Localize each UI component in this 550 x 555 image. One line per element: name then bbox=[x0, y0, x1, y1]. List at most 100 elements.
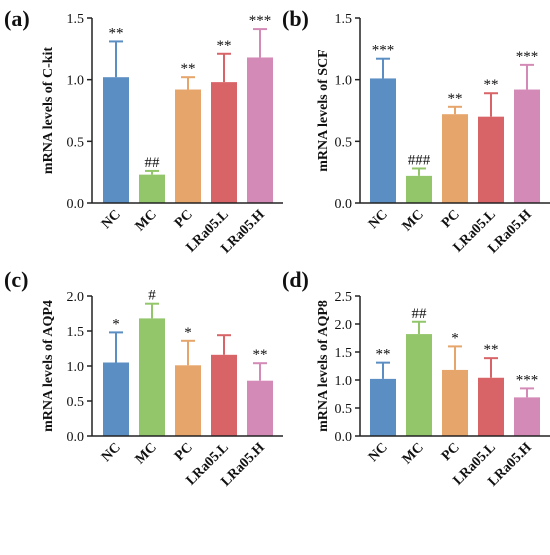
panel-letter: (d) bbox=[282, 267, 309, 292]
significance-mark: *** bbox=[516, 372, 539, 388]
y-axis-label: mRNA levels of C-kit bbox=[41, 47, 56, 174]
error-bar bbox=[253, 28, 267, 58]
error-bar bbox=[145, 302, 159, 319]
significance-mark: ## bbox=[412, 306, 428, 322]
y-axis-label: mRNA levels of AQP8 bbox=[316, 300, 331, 432]
bar bbox=[247, 57, 273, 203]
error-bar bbox=[376, 57, 390, 79]
y-tick-label: 1.0 bbox=[335, 74, 353, 89]
bar bbox=[370, 378, 396, 436]
category-label: MC bbox=[400, 440, 427, 467]
panel-letter: (c) bbox=[4, 267, 28, 292]
bar bbox=[139, 174, 165, 203]
y-tick-label: 2.5 bbox=[335, 290, 353, 305]
bar bbox=[514, 397, 540, 436]
error-bar bbox=[181, 76, 195, 90]
y-tick-label: 0.5 bbox=[335, 135, 353, 150]
significance-mark: # bbox=[148, 288, 156, 304]
bar bbox=[211, 354, 237, 436]
bar bbox=[478, 116, 504, 203]
error-bar bbox=[448, 105, 462, 115]
significance-mark: ** bbox=[109, 25, 124, 41]
y-tick-label: 1.5 bbox=[67, 12, 85, 27]
category-label: NC bbox=[366, 440, 391, 465]
y-tick-label: 1.5 bbox=[67, 325, 85, 340]
significance-mark: * bbox=[451, 330, 459, 346]
y-tick-label: 0.5 bbox=[335, 402, 353, 417]
error-bar bbox=[217, 334, 231, 355]
category-label: PC bbox=[439, 440, 463, 464]
error-bar bbox=[448, 345, 462, 370]
y-tick-label: 1.0 bbox=[335, 374, 353, 389]
bar bbox=[175, 89, 201, 203]
category-label: MC bbox=[400, 207, 427, 234]
y-tick-label: 1.5 bbox=[335, 12, 353, 27]
bar bbox=[247, 380, 273, 436]
bar bbox=[406, 334, 432, 436]
y-tick-label: 1.0 bbox=[67, 74, 85, 89]
significance-mark: ** bbox=[217, 38, 232, 54]
significance-mark: ** bbox=[484, 77, 499, 93]
y-tick-label: 2.0 bbox=[67, 290, 85, 305]
chart-panel: (a)mRNA levels of C-kit**NC##MC**PC**LRa… bbox=[4, 6, 283, 257]
bar bbox=[211, 82, 237, 203]
significance-mark: *** bbox=[516, 49, 539, 65]
significance-mark: *** bbox=[249, 13, 272, 29]
significance-mark: * bbox=[112, 316, 120, 332]
error-bar bbox=[217, 52, 231, 83]
bar bbox=[514, 89, 540, 203]
error-bar bbox=[109, 331, 123, 363]
chart-panel: (b)mRNA levels of SCF ***NC###MC**PC**LRa… bbox=[282, 6, 550, 257]
y-tick-label: 0.0 bbox=[67, 430, 85, 445]
chart-panel: (d)mRNA levels of AQP8 **NC##MC*PC**LRa05… bbox=[282, 267, 550, 490]
bar bbox=[478, 377, 504, 436]
category-label: PC bbox=[172, 207, 196, 231]
error-bar bbox=[109, 40, 123, 78]
y-tick-label: 0.5 bbox=[67, 395, 85, 410]
y-tick-label: 0.5 bbox=[67, 135, 85, 150]
bar bbox=[103, 362, 129, 436]
category-label: MC bbox=[133, 207, 160, 234]
y-tick-label: 0.0 bbox=[67, 197, 85, 212]
error-bar bbox=[520, 63, 534, 90]
significance-mark: ** bbox=[376, 347, 391, 363]
significance-mark: ** bbox=[181, 61, 196, 77]
y-tick-label: 1.5 bbox=[335, 346, 353, 361]
bar bbox=[406, 175, 432, 203]
bar bbox=[370, 78, 396, 203]
bar bbox=[175, 365, 201, 436]
y-axis-label: mRNA levels of AQP4 bbox=[41, 300, 56, 432]
error-bar bbox=[412, 320, 426, 335]
category-label: MC bbox=[133, 440, 160, 467]
y-tick-label: 2.0 bbox=[335, 318, 353, 333]
significance-mark: * bbox=[184, 325, 192, 341]
significance-mark: ** bbox=[484, 342, 499, 358]
error-bar bbox=[253, 362, 267, 381]
bar bbox=[442, 114, 468, 203]
significance-mark: ### bbox=[408, 152, 431, 168]
panel-letter: (a) bbox=[4, 6, 30, 31]
y-tick-label: 1.0 bbox=[67, 360, 85, 375]
error-bar bbox=[145, 169, 159, 175]
category-label: NC bbox=[99, 207, 124, 232]
error-bar bbox=[484, 92, 498, 117]
panel-letter: (b) bbox=[282, 6, 309, 31]
bar bbox=[139, 318, 165, 436]
error-bar bbox=[412, 167, 426, 176]
bar bbox=[103, 77, 129, 203]
error-bar bbox=[520, 387, 534, 398]
error-bar bbox=[376, 361, 390, 379]
significance-mark: *** bbox=[372, 43, 395, 59]
y-tick-label: 0.0 bbox=[335, 197, 353, 212]
bar bbox=[442, 369, 468, 436]
category-label: NC bbox=[366, 207, 391, 232]
error-bar bbox=[484, 357, 498, 378]
category-label: PC bbox=[439, 207, 463, 231]
chart-panel: (c)mRNA levels of AQP4 *NC#MC*PCLRa05.L**… bbox=[4, 267, 283, 490]
y-tick-label: 0.0 bbox=[335, 430, 353, 445]
significance-mark: ** bbox=[448, 91, 463, 107]
significance-mark: ## bbox=[145, 155, 161, 171]
category-label: NC bbox=[99, 440, 124, 465]
significance-mark: ** bbox=[253, 347, 268, 363]
